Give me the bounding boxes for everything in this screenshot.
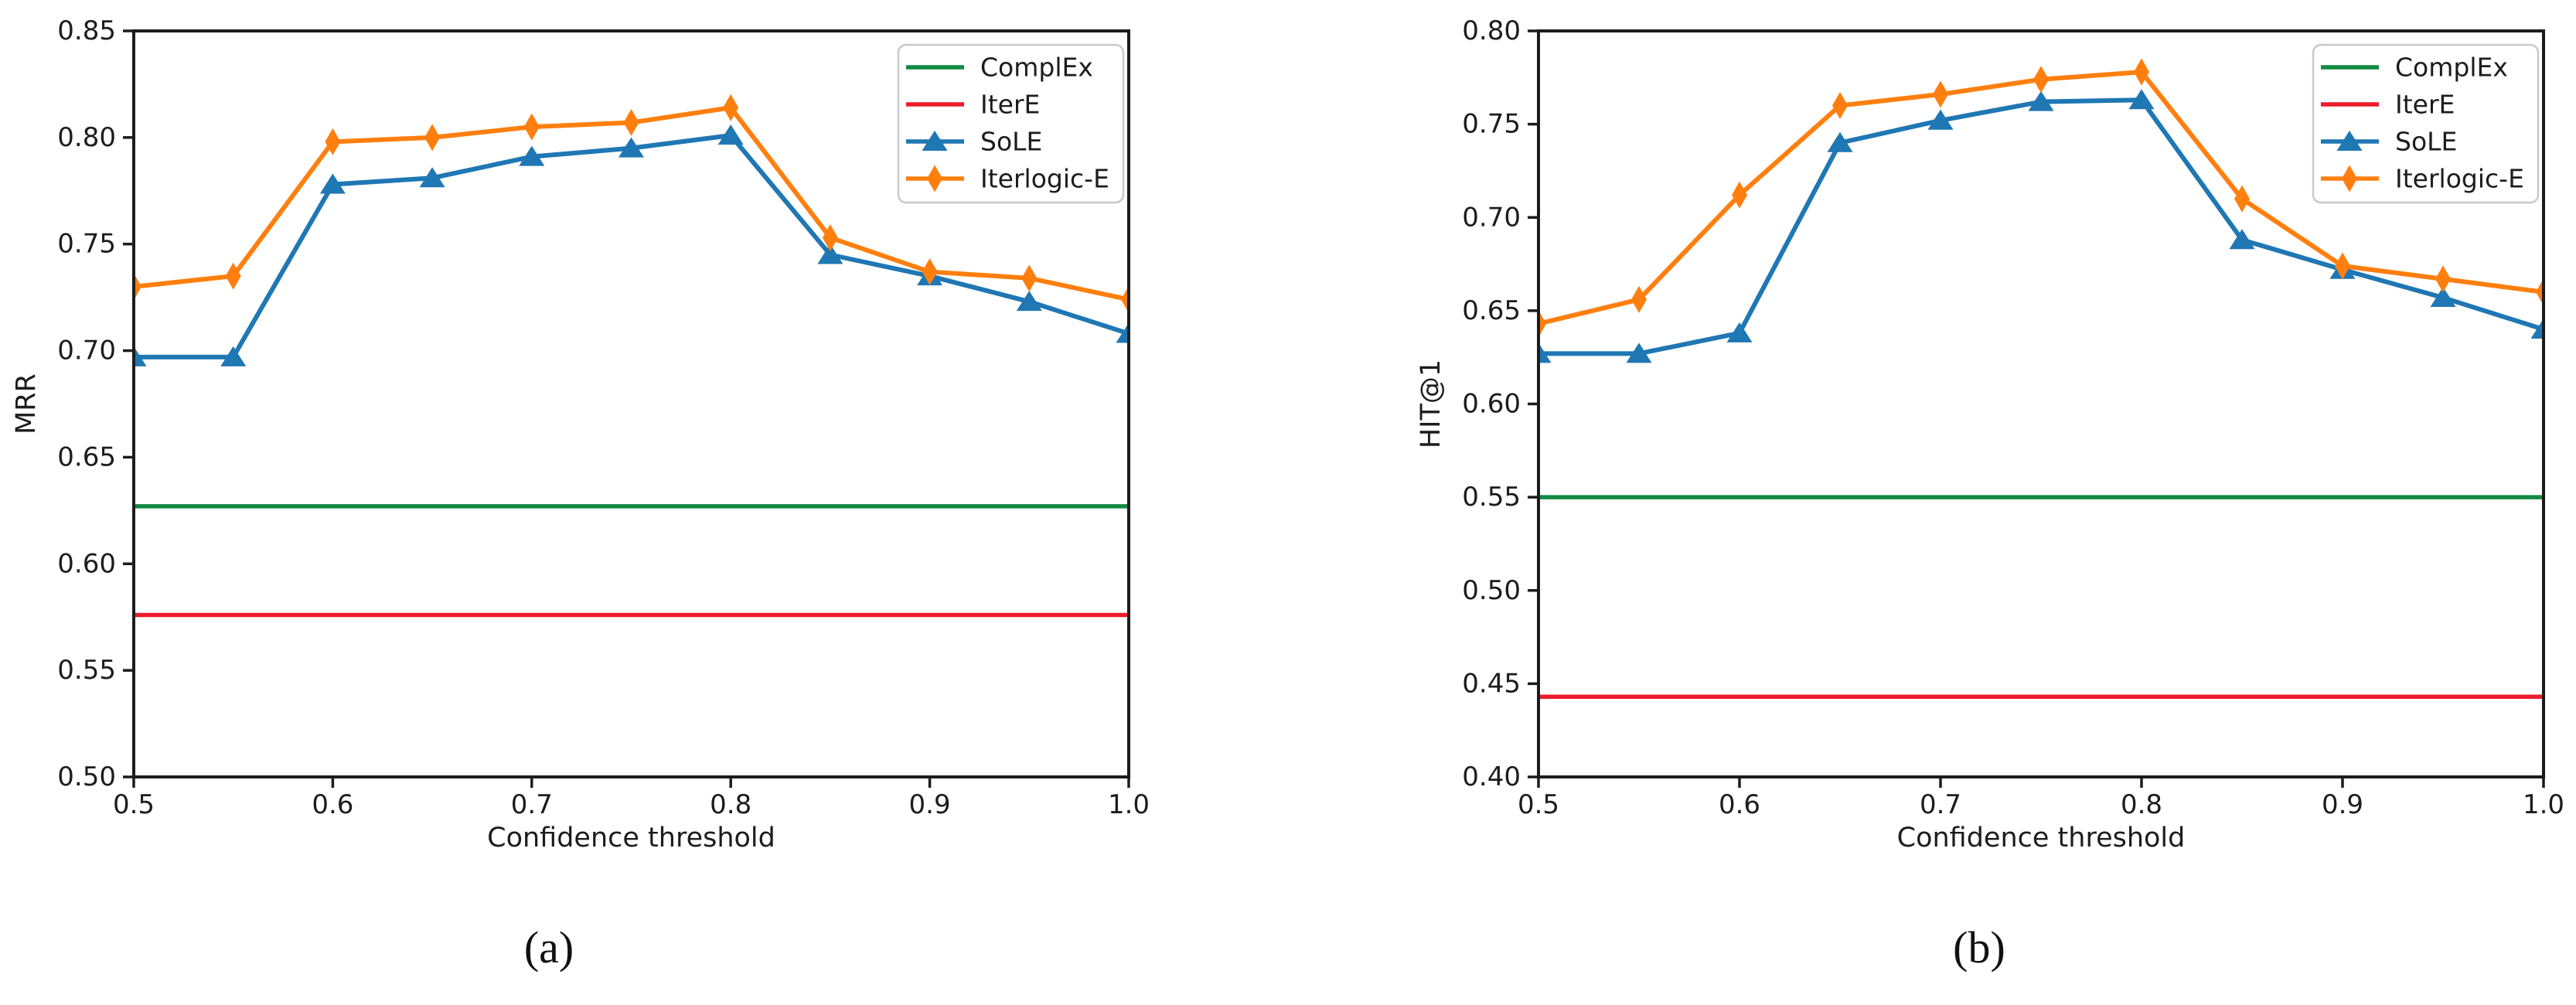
y-tick-label: 0.65 (57, 441, 116, 472)
legend-label-complex: ComplEx (980, 53, 1093, 83)
legend-label-itere: IterE (2395, 90, 2455, 120)
y-tick-label: 0.70 (57, 336, 116, 366)
y-tick-label: 0.50 (57, 761, 116, 792)
data-point-iterlogic-e (723, 94, 739, 121)
data-point-iterlogic-e (1021, 264, 1038, 292)
y-tick-label: 0.60 (1462, 389, 1521, 420)
data-point-iterlogic-e (2134, 58, 2149, 86)
axes-frame (132, 29, 1130, 778)
x-tick-label: 0.5 (1518, 789, 1559, 820)
data-point-sole (2128, 89, 2155, 110)
data-point-sole (2229, 229, 2255, 250)
data-point-iterlogic-e (2234, 185, 2250, 213)
y-tick-label: 0.55 (1462, 482, 1521, 513)
data-point-iterlogic-e (2335, 252, 2350, 280)
data-point-iterlogic-e (1933, 80, 1948, 108)
data-point-sole (817, 244, 843, 264)
y-tick-label: 0.75 (1462, 109, 1521, 140)
data-point-sole (134, 346, 147, 366)
data-point-sole (2028, 90, 2054, 111)
data-point-sole (220, 346, 247, 366)
y-tick-label: 0.65 (1462, 295, 1521, 326)
data-point-sole (519, 145, 545, 166)
data-point-iterlogic-e (1631, 285, 1647, 313)
x-tick-label: 1.0 (1108, 789, 1150, 820)
data-point-iterlogic-e (1538, 310, 1546, 338)
x-tick-label: 0.6 (1719, 789, 1760, 820)
legend-marker-iterlogic-e (2342, 165, 2357, 192)
data-point-sole (1927, 109, 1954, 130)
x-tick-label: 0.6 (312, 789, 353, 820)
legend-label-itere: IterE (980, 90, 1040, 120)
legend-label-sole: SoLE (2395, 127, 2457, 157)
data-point-sole (717, 124, 744, 145)
chart-a-mrr-canvas: 0.5 0.6 0.7 0.8 0.9 1.0 0.50 0.55 0.60 0.65 0.70 0.… (11, 15, 1150, 853)
x-tick-label: 0.9 (2322, 789, 2363, 820)
legend-box (2312, 43, 2540, 204)
legend-marker-sole (2336, 131, 2363, 151)
x-tick-label: 0.9 (909, 789, 951, 820)
legend-label-complex: ComplEx (2395, 53, 2508, 83)
data-point-iterlogic-e (1121, 285, 1129, 313)
y-tick-label: 0.40 (1462, 761, 1521, 792)
plot-area (134, 94, 1129, 618)
data-point-sole (1827, 131, 1853, 152)
data-point-iterlogic-e (2033, 66, 2049, 94)
y-tick-label: 0.80 (57, 122, 116, 153)
data-point-iterlogic-e (424, 124, 441, 152)
y-tick-label: 0.85 (57, 15, 116, 46)
x-tick-label: 0.7 (1920, 789, 1961, 820)
y-tick-label: 0.55 (57, 655, 116, 686)
data-point-iterlogic-e (225, 262, 241, 290)
data-point-iterlogic-e (922, 258, 938, 286)
data-point-sole (319, 173, 346, 194)
panel-a: 0.5 0.6 0.7 0.8 0.9 1.0 0.50 0.55 0.60 0.65 0.70 0.… (11, 15, 1150, 973)
legend-box (897, 43, 1125, 204)
data-point-iterlogic-e (523, 113, 540, 141)
x-axis-label: Confidence threshold (487, 823, 775, 853)
data-point-sole (2530, 319, 2544, 339)
data-point-iterlogic-e (1832, 92, 1848, 119)
data-point-sole (1626, 342, 1652, 363)
x-tick-label: 0.5 (113, 789, 155, 820)
data-point-sole (1016, 291, 1042, 312)
data-point-iterlogic-e (1732, 181, 1747, 209)
y-tick-label: 0.75 (57, 229, 116, 260)
y-tick-label: 0.45 (1462, 668, 1521, 699)
data-point-sole (1116, 322, 1129, 343)
legend-marker-sole (922, 131, 948, 151)
data-point-sole (419, 167, 445, 188)
data-point-sole (618, 137, 644, 158)
panel-b: 0.5 0.6 0.7 0.8 0.9 1.0 0.40 0.45 0.50 0.55 0.60 0.… (1288, 0, 2576, 1005)
x-tick-label: 0.7 (511, 789, 553, 820)
data-point-iterlogic-e (2435, 265, 2451, 293)
y-tick-label: 0.50 (1462, 575, 1521, 606)
data-point-iterlogic-e (2536, 278, 2544, 306)
x-axis-label: Confidence threshold (1897, 823, 2186, 853)
y-tick-label: 0.80 (1462, 15, 1521, 46)
x-tick-label: 0.8 (2121, 789, 2162, 820)
plot-area (1538, 58, 2544, 700)
legend-label-sole: SoLE (980, 127, 1042, 157)
data-point-sole (1538, 342, 1552, 363)
legend-label-iterlogic-e: Iterlogic-E (980, 164, 1109, 194)
subfigure-caption-b: (b) (1953, 922, 2005, 973)
x-tick-label: 0.8 (710, 789, 751, 820)
chart-b-hit1-canvas: 0.5 0.6 0.7 0.8 0.9 1.0 0.40 0.45 0.50 0.55 0.60 0.… (1416, 15, 2564, 853)
y-axis-label: MRR (11, 373, 42, 434)
data-point-iterlogic-e (134, 273, 141, 301)
y-axis-label: HIT@1 (1416, 359, 1446, 448)
data-point-iterlogic-e (822, 223, 838, 251)
data-point-iterlogic-e (623, 109, 639, 137)
x-tick-label: 1.0 (2523, 789, 2564, 820)
legend-marker-iterlogic-e (927, 165, 942, 192)
subfigure-caption-a: (a) (523, 922, 574, 973)
y-tick-label: 0.70 (1462, 202, 1521, 233)
data-point-sole (1726, 322, 1753, 342)
legend-label-iterlogic-e: Iterlogic-E (2395, 164, 2524, 194)
data-point-iterlogic-e (325, 128, 341, 155)
y-tick-label: 0.60 (57, 548, 116, 579)
data-point-sole (2430, 286, 2456, 307)
